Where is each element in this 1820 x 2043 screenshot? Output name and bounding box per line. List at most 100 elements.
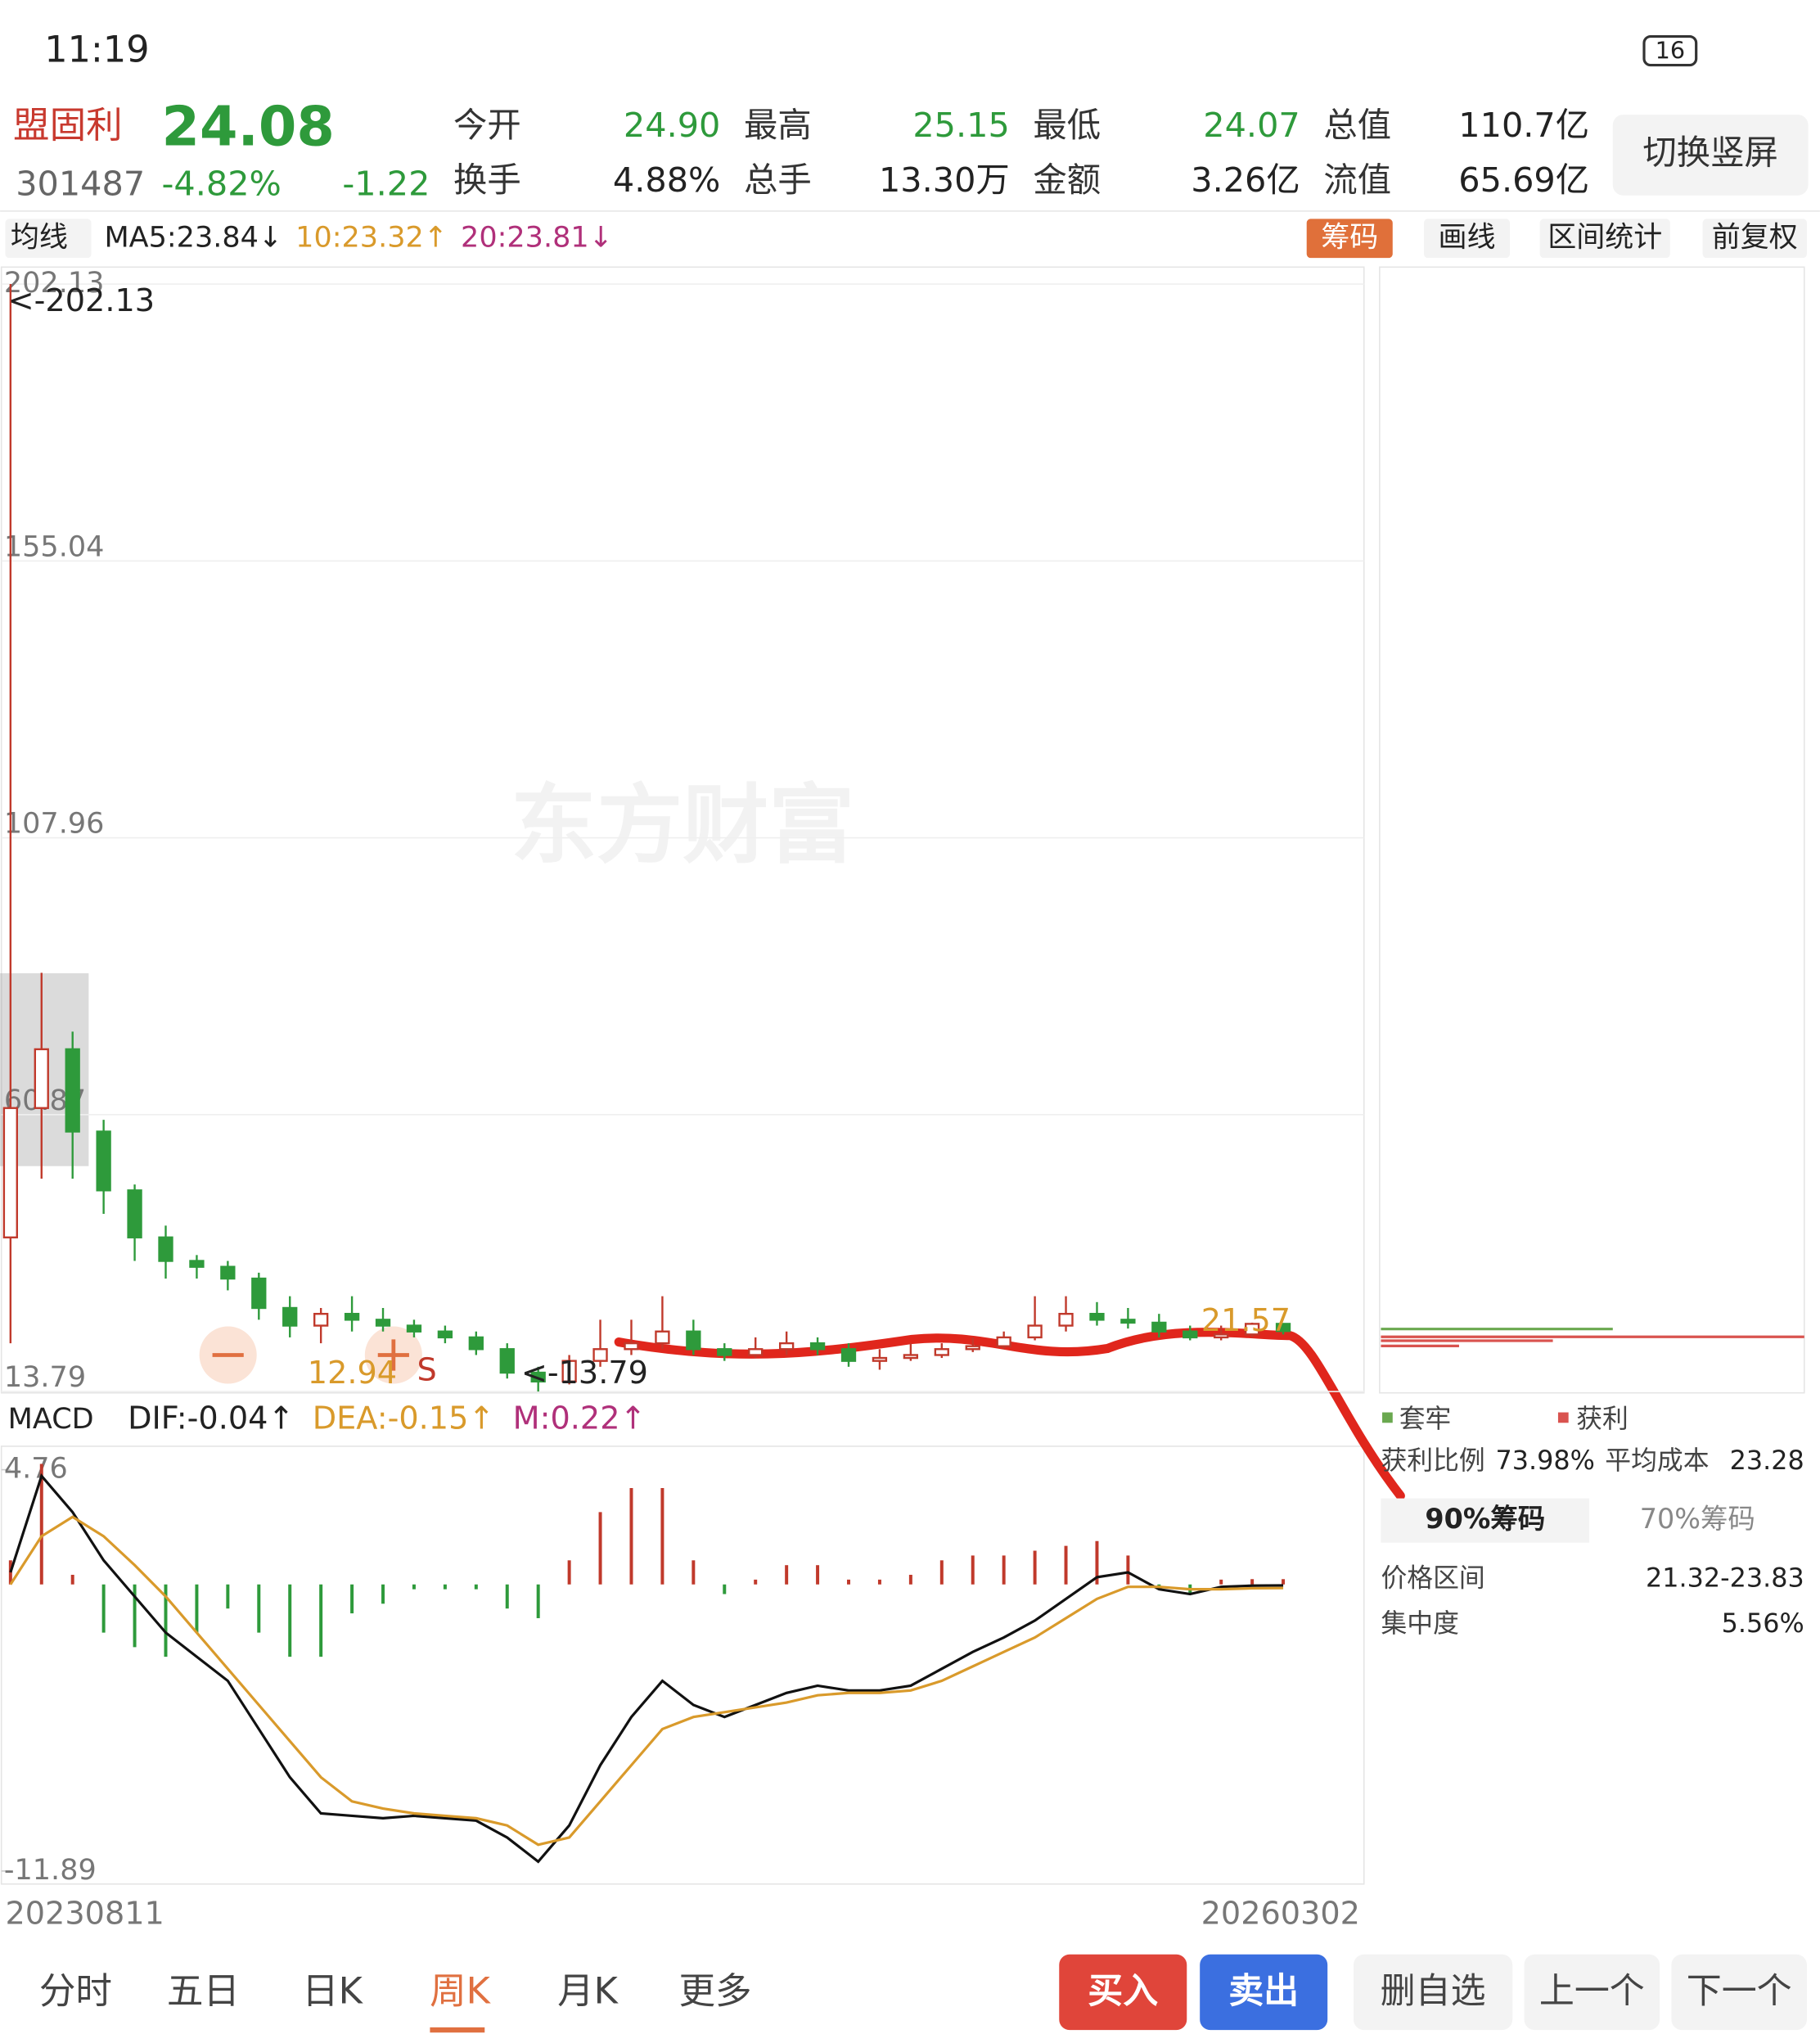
switch-button[interactable] — [1612, 115, 1809, 196]
switch-button-label[interactable]: 切换竖屏 — [1642, 133, 1778, 172]
stat-label: 流值 — [1323, 160, 1391, 200]
stat-value: 24.07 — [1203, 106, 1300, 145]
action-button[interactable] — [1671, 1954, 1807, 2031]
price-panel — [0, 266, 1365, 1394]
candle-body — [1120, 1319, 1136, 1324]
period-tab[interactable]: 分时 — [39, 1970, 112, 2013]
candle-body — [717, 1348, 732, 1356]
tab-label[interactable]: 区间统计 — [1547, 220, 1662, 254]
legend-swatch — [1382, 1412, 1393, 1423]
macd-dif — [9, 1473, 1284, 1864]
period-tab[interactable]: 更多 — [678, 1970, 751, 2013]
candle-body — [34, 1048, 49, 1109]
action-button-label[interactable]: 下一个 — [1687, 1971, 1792, 2012]
zoom-in-icon[interactable] — [377, 1339, 409, 1371]
chart-annotation: 21.57 — [1201, 1303, 1291, 1339]
stat-value: 13.30万 — [879, 160, 1010, 200]
candle-body — [220, 1265, 236, 1280]
watermark: 东方财富 — [511, 774, 854, 875]
stat-label: 总值 — [1323, 106, 1391, 145]
candle-body — [996, 1336, 1011, 1347]
macd-indicator[interactable]: MACD — [8, 1402, 94, 1436]
candle-body — [1183, 1330, 1198, 1339]
chip-label: 获利比例 — [1381, 1445, 1484, 1476]
chip-value: 23.28 — [1730, 1445, 1804, 1476]
chip-row-value: 21.32-23.83 — [1646, 1562, 1804, 1593]
chip-tab-active[interactable] — [1381, 1498, 1590, 1543]
chip-tab[interactable]: 70%筹码 — [1640, 1503, 1755, 1535]
ma-select[interactable] — [5, 219, 92, 259]
y-tick-label: 107.96 — [4, 807, 105, 841]
action-button-label[interactable]: 删自选 — [1381, 1971, 1486, 2012]
macd-label: DEA:-0.15↑ — [313, 1401, 495, 1437]
action-button[interactable] — [1524, 1954, 1660, 2031]
tab-label[interactable]: 前复权 — [1712, 220, 1798, 254]
action-button[interactable] — [1354, 1954, 1513, 2031]
stat-label: 换手 — [453, 160, 521, 200]
tab[interactable] — [1539, 219, 1670, 259]
stat-value: 65.69亿 — [1458, 160, 1589, 200]
candle-body — [809, 1342, 826, 1351]
bottom-bar — [0, 1951, 1820, 2043]
macd-panel — [0, 1445, 1365, 1885]
chip-bars — [1381, 1328, 1804, 1347]
candle-body — [655, 1330, 670, 1345]
legend-swatch — [1557, 1412, 1569, 1423]
candle-body — [65, 1048, 80, 1133]
candle-body — [686, 1330, 701, 1351]
tab-label[interactable]: 筹码 — [1321, 220, 1378, 254]
candle-body — [499, 1348, 515, 1374]
tab-label[interactable]: 画线 — [1438, 220, 1495, 254]
stock-price: 24.08 — [161, 95, 334, 159]
y-tick-label: 202.13 — [4, 266, 105, 300]
legend-label: 获利 — [1576, 1403, 1629, 1434]
ma-label: 20:23.81↓ — [461, 220, 613, 254]
candle-body — [1089, 1312, 1105, 1321]
candle-body — [624, 1342, 639, 1351]
candle-body — [406, 1324, 422, 1333]
change: -1.22 — [342, 165, 430, 204]
chart-annotation: <-13.79 — [521, 1355, 648, 1391]
action-button-label[interactable]: 卖出 — [1228, 1971, 1299, 2012]
candle-body — [1027, 1324, 1043, 1339]
tab[interactable] — [1702, 219, 1807, 259]
period-tab[interactable]: 五日 — [167, 1970, 240, 2013]
chip-tab[interactable]: 90%筹码 — [1425, 1503, 1545, 1535]
stat-label: 金额 — [1033, 160, 1101, 200]
action-button-label[interactable]: 上一个 — [1539, 1971, 1645, 2012]
action-button[interactable] — [1200, 1954, 1328, 2031]
ma-label: 10:23.32↑ — [295, 220, 448, 254]
macd-label: M:0.22↑ — [513, 1401, 646, 1437]
candle-body — [903, 1354, 919, 1360]
candle-body — [561, 1360, 577, 1382]
candle-body — [1244, 1323, 1260, 1336]
candle-body — [965, 1345, 980, 1351]
stat-label: 最高 — [744, 106, 812, 145]
chip-label: 平均成本 — [1605, 1445, 1709, 1476]
candle-body — [313, 1312, 329, 1327]
candle-body — [934, 1348, 949, 1356]
candle-body — [158, 1236, 173, 1262]
candle-body — [96, 1130, 111, 1192]
tab[interactable] — [1306, 219, 1393, 259]
candle-body — [344, 1312, 360, 1321]
macd-tick-label: 4.76 — [4, 1452, 68, 1486]
candle-body — [2, 1107, 18, 1238]
period-tab[interactable]: 月K — [557, 1970, 619, 2013]
stock-name: 盟固利 — [13, 104, 123, 147]
action-button[interactable] — [1059, 1954, 1187, 2031]
stat-value: 3.26亿 — [1191, 160, 1300, 200]
ma-select-label[interactable]: 均线 — [11, 220, 68, 254]
candle-body — [251, 1277, 267, 1310]
hand-annotation — [614, 1328, 1405, 1500]
period-tab[interactable]: 日K — [302, 1970, 364, 2013]
macd-dea — [9, 1515, 1284, 1847]
tab[interactable] — [1423, 219, 1511, 259]
chart-annotation: S — [417, 1353, 436, 1389]
period-tab[interactable]: 周K — [430, 1970, 492, 2013]
action-button-label[interactable]: 买入 — [1088, 1971, 1158, 2012]
candle-body — [840, 1348, 857, 1362]
candle-body — [748, 1348, 764, 1356]
